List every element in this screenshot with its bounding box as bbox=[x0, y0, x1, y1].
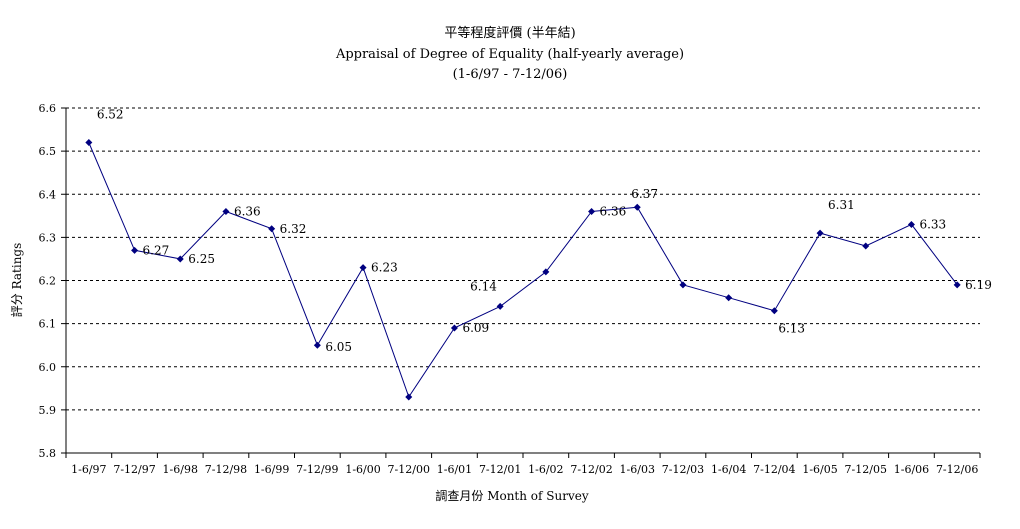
y-tick-label-6.0: 6.0 bbox=[39, 361, 57, 374]
x-tick-label-7-12/05: 7-12/05 bbox=[845, 463, 887, 476]
y-tick-label-6.5: 6.5 bbox=[39, 145, 57, 158]
data-label-1-6/97: 6.52 bbox=[97, 108, 124, 122]
x-tick-label-1-6/99: 1-6/99 bbox=[254, 463, 289, 476]
data-point-7-12/04 bbox=[770, 307, 778, 315]
data-label-7-12/01: 6.14 bbox=[470, 279, 497, 293]
chart-title: 平等程度評價 (半年結) bbox=[444, 25, 575, 41]
y-tick-label-6.3: 6.3 bbox=[39, 231, 57, 244]
chart-subtitle: Appraisal of Degree of Equality (half-ye… bbox=[335, 47, 684, 62]
x-tick-label-1-6/04: 1-6/04 bbox=[711, 463, 746, 476]
data-point-1-6/02 bbox=[542, 268, 550, 276]
x-tick-label-7-12/04: 7-12/04 bbox=[753, 463, 795, 476]
data-label-7-12/02: 6.36 bbox=[600, 205, 627, 219]
x-tick-label-7-12/06: 7-12/06 bbox=[936, 463, 978, 476]
data-label-7-12/97: 6.27 bbox=[143, 243, 170, 257]
x-tick-label-7-12/02: 7-12/02 bbox=[570, 463, 612, 476]
x-axis-label: 調查月份 Month of Survey bbox=[435, 489, 588, 503]
x-tick-label-7-12/99: 7-12/99 bbox=[296, 463, 338, 476]
data-label-7-12/04: 6.13 bbox=[778, 322, 805, 336]
data-label-1-6/05: 6.31 bbox=[828, 198, 855, 212]
y-axis-label: 評分 Ratings bbox=[9, 243, 24, 318]
data-point-1-6/00 bbox=[359, 264, 367, 272]
data-point-1-6/98 bbox=[176, 255, 184, 263]
x-tick-label-1-6/97: 1-6/97 bbox=[71, 463, 106, 476]
x-tick-labels: 1-6/97 7-12/97 1-6/98 7-12/98 1-6/99 7-12/99 1… bbox=[71, 463, 978, 476]
x-tick-label-7-12/98: 7-12/98 bbox=[205, 463, 247, 476]
x-tick-label-1-6/06: 1-6/06 bbox=[894, 463, 929, 476]
series-line bbox=[88, 142, 958, 399]
data-point-7-12/97 bbox=[131, 246, 139, 254]
y-tick-label-6.6: 6.6 bbox=[39, 102, 57, 115]
data-point-7-12/03 bbox=[679, 281, 687, 289]
data-point-1-6/03 bbox=[633, 203, 641, 211]
y-tick-labels: 5.8 5.9 6.0 6.1 6.2 6.3 6.4 6.5 6.6 bbox=[39, 102, 57, 460]
data-label-7-12/98: 6.36 bbox=[234, 205, 261, 219]
x-tick-label-7-12/00: 7-12/00 bbox=[388, 463, 430, 476]
y-tick-label-6.2: 6.2 bbox=[39, 275, 57, 288]
data-label-1-6/06: 6.33 bbox=[919, 217, 946, 231]
data-point-1-6/04 bbox=[725, 294, 733, 302]
data-point-7-12/99 bbox=[313, 341, 321, 349]
axes bbox=[65, 108, 981, 458]
x-tick-label-1-6/03: 1-6/03 bbox=[620, 463, 655, 476]
data-label-1-6/00: 6.23 bbox=[371, 261, 398, 275]
data-points bbox=[85, 139, 961, 401]
data-label-1-6/99: 6.32 bbox=[280, 222, 307, 236]
data-label-1-6/03: 6.37 bbox=[631, 187, 658, 201]
data-point-1-6/99 bbox=[268, 225, 276, 233]
x-tick-label-1-6/98: 1-6/98 bbox=[163, 463, 198, 476]
data-label-1-6/98: 6.25 bbox=[188, 252, 215, 266]
data-point-7-12/01 bbox=[496, 302, 504, 310]
y-tick-label-6.4: 6.4 bbox=[39, 188, 57, 201]
x-tick-label-7-12/97: 7-12/97 bbox=[113, 463, 155, 476]
y-tick-label-5.9: 5.9 bbox=[39, 404, 57, 417]
data-label-7-12/06: 6.19 bbox=[965, 278, 992, 292]
data-point-1-6/97 bbox=[85, 139, 93, 146]
chart-period: (1-6/97 - 7-12/06) bbox=[453, 67, 568, 82]
data-point-7-12/98 bbox=[222, 208, 230, 215]
data-labels: 6.52 6.27 6.25 6.36 6.32 6.05 6.23 6.09 6.14 6.36… bbox=[97, 108, 992, 355]
data-point-7-12/00 bbox=[405, 393, 413, 401]
x-tick-label-1-6/05: 1-6/05 bbox=[802, 463, 837, 476]
series-polyline bbox=[88, 142, 958, 399]
x-tick-label-7-12/03: 7-12/03 bbox=[662, 463, 704, 476]
x-tick-label-1-6/02: 1-6/02 bbox=[528, 463, 563, 476]
data-point-7-12/02 bbox=[588, 208, 596, 215]
data-label-1-6/01: 6.09 bbox=[462, 321, 489, 335]
y-tick-label-5.8: 5.8 bbox=[39, 447, 57, 460]
data-point-7-12/06 bbox=[953, 281, 961, 289]
x-tick-label-1-6/01: 1-6/01 bbox=[437, 463, 472, 476]
gridlines bbox=[61, 107, 980, 454]
y-tick-label-6.1: 6.1 bbox=[39, 318, 57, 331]
data-point-7-12/05 bbox=[862, 242, 870, 250]
data-point-1-6/06 bbox=[907, 220, 915, 228]
data-point-1-6/05 bbox=[816, 229, 824, 237]
data-point-1-6/01 bbox=[450, 324, 458, 332]
data-label-7-12/99: 6.05 bbox=[325, 340, 352, 354]
x-tick-label-7-12/01: 7-12/01 bbox=[479, 463, 521, 476]
x-tick-label-1-6/00: 1-6/00 bbox=[345, 463, 380, 476]
